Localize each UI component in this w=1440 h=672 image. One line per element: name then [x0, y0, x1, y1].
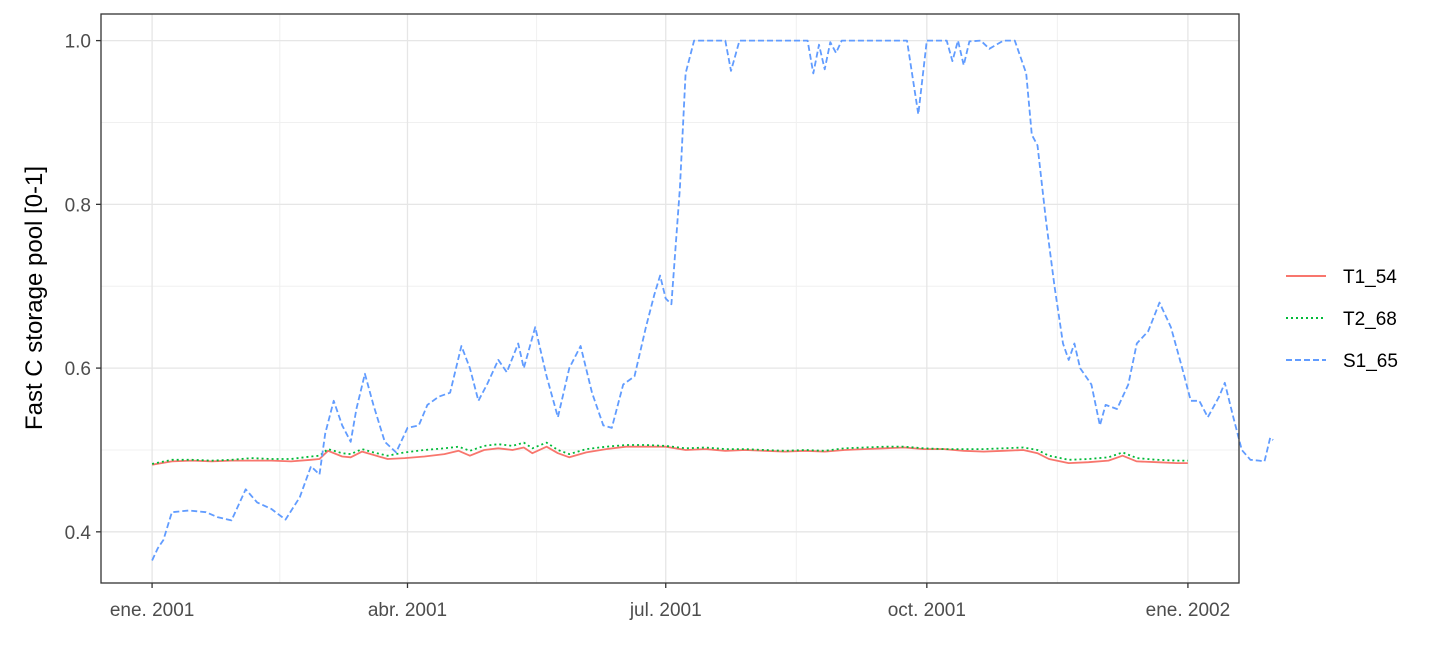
series-line-t2-68 [151, 441, 1188, 465]
legend-label: T2_68 [1343, 309, 1397, 330]
y-axis: 0.4 0.6 0.8 1.0 [65, 32, 101, 544]
x-axis: ene. 2001 abr. 2001 jul. 2001 oct. 2001 ene.… [110, 583, 1230, 621]
x-tick-label: oct. 2001 [888, 600, 966, 621]
y-tick-label: 0.6 [65, 359, 91, 380]
legend-label: T1_54 [1343, 267, 1397, 288]
series-line-t1-54 [151, 445, 1188, 466]
legend: T1_54 T2_68 S1_65 [1286, 267, 1398, 372]
x-tick-label: jul. 2001 [629, 600, 702, 621]
x-tick-label: ene. 2001 [110, 600, 195, 621]
legend-label: S1_65 [1343, 351, 1398, 372]
series-line-s1-65 [151, 39, 1274, 561]
y-tick-label: 0.4 [65, 523, 92, 544]
series-lines [151, 39, 1274, 561]
panel-border [100, 13, 1240, 584]
y-tick-label: 0.8 [65, 195, 91, 216]
y-tick-label: 1.0 [65, 32, 91, 53]
minor-grid [101, 14, 1239, 583]
y-axis-title: Fast C storage pool [0-1] [21, 166, 48, 430]
x-tick-label: abr. 2001 [368, 600, 447, 621]
x-tick-label: ene. 2002 [1146, 600, 1231, 621]
